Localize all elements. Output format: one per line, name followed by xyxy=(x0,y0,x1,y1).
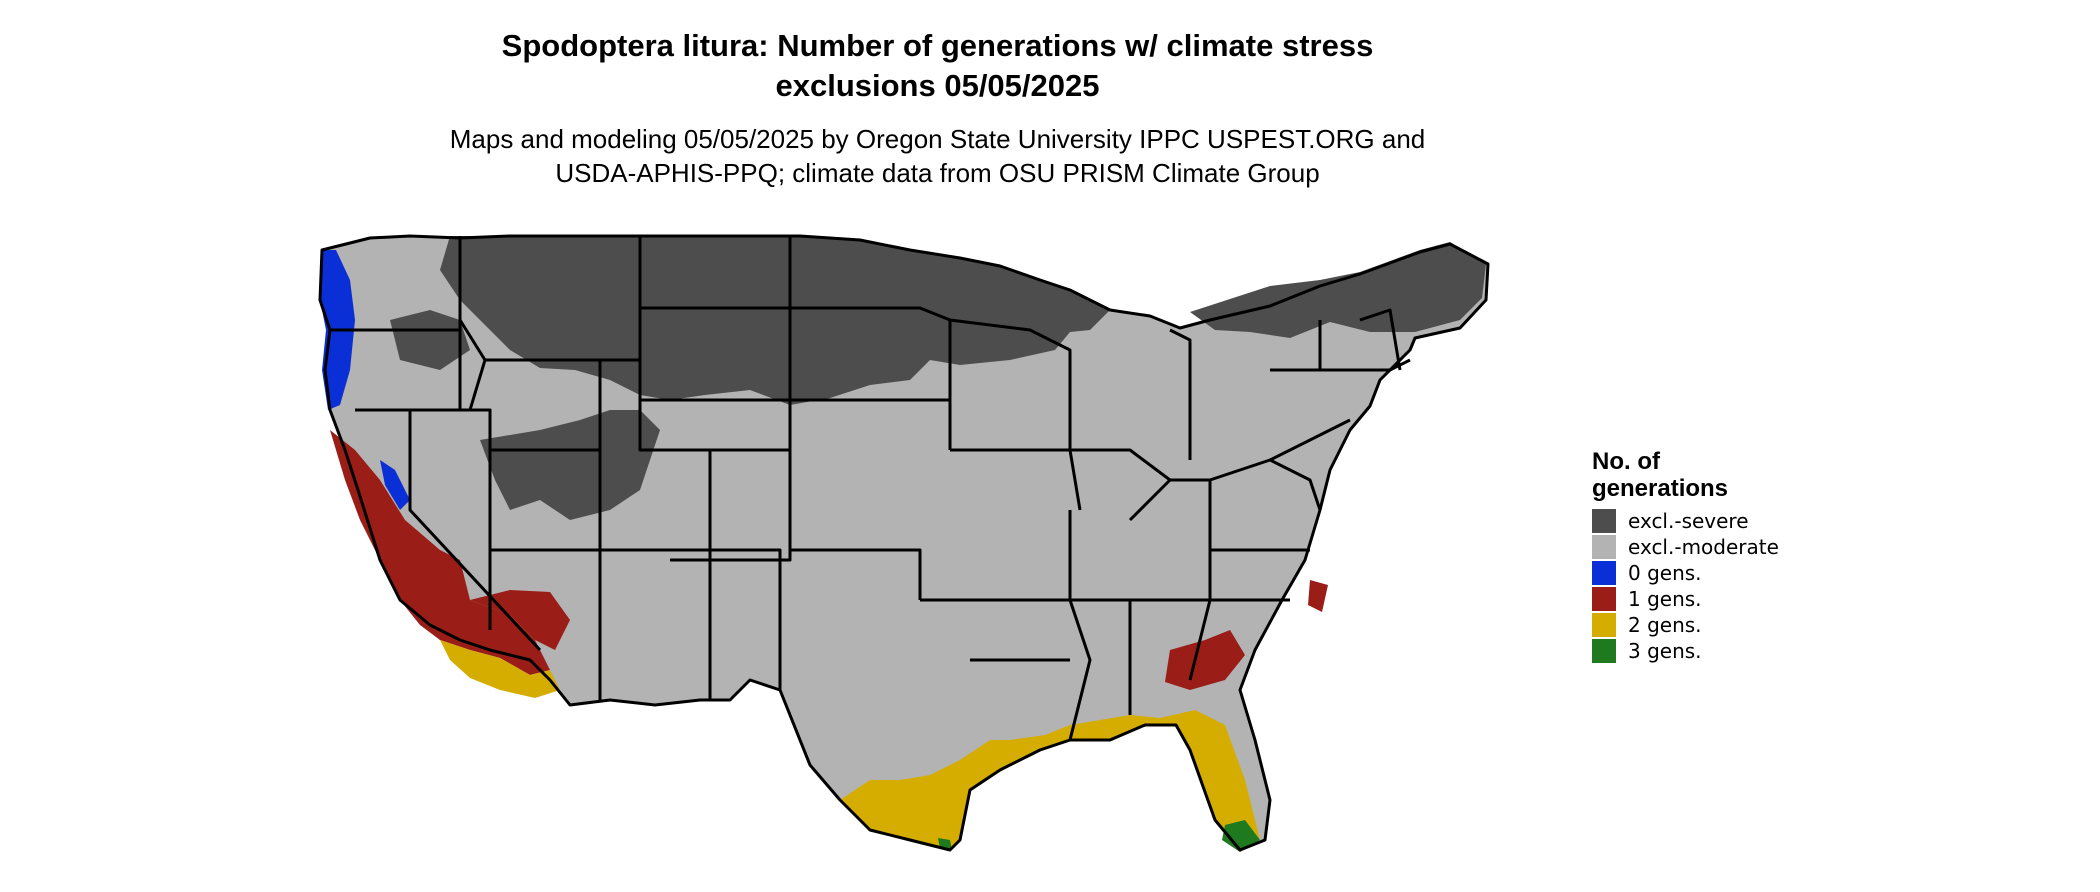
three-gens-florida xyxy=(1222,820,1260,852)
legend-label: 2 gens. xyxy=(1628,613,1702,637)
severe-rockies xyxy=(480,410,660,520)
legend-title: No. of generations xyxy=(1592,448,1779,502)
state-boundaries xyxy=(318,234,1490,852)
map-subtitle: Maps and modeling 05/05/2025 by Oregon S… xyxy=(0,122,1875,190)
severe-northeast xyxy=(1190,242,1486,338)
legend-item-0-gens: 0 gens. xyxy=(1592,560,1779,586)
legend-label: 1 gens. xyxy=(1628,587,1702,611)
legend-label: 3 gens. xyxy=(1628,639,1702,663)
one-gen-arizona xyxy=(470,590,570,650)
one-gen-southeast xyxy=(1165,630,1245,690)
conus-base xyxy=(320,236,1488,850)
legend-item-excl-moderate: excl.-moderate xyxy=(1592,534,1779,560)
subtitle-line-2: USDA-APHIS-PPQ; climate data from OSU PR… xyxy=(555,158,1320,188)
legend-swatch xyxy=(1592,535,1616,559)
zero-gens-sierra xyxy=(380,460,410,510)
legend: No. of generations excl.-severe excl.-mo… xyxy=(1592,448,1779,664)
legend-item-2-gens: 2 gens. xyxy=(1592,612,1779,638)
legend-item-1-gens: 1 gens. xyxy=(1592,586,1779,612)
severe-north-plains xyxy=(440,236,1110,405)
legend-item-3-gens: 3 gens. xyxy=(1592,638,1779,664)
legend-item-excl-severe: excl.-severe xyxy=(1592,508,1779,534)
us-generations-map xyxy=(318,234,1490,852)
legend-swatch xyxy=(1592,587,1616,611)
legend-label: excl.-moderate xyxy=(1628,535,1779,559)
map-title: Spodoptera litura: Number of generations… xyxy=(0,26,1875,106)
legend-swatch xyxy=(1592,639,1616,663)
subtitle-line-1: Maps and modeling 05/05/2025 by Oregon S… xyxy=(449,124,1426,154)
title-line-2: exclusions 05/05/2025 xyxy=(775,68,1100,103)
legend-title-line-2: generations xyxy=(1592,475,1729,502)
severe-oregon-patches xyxy=(390,310,470,370)
one-gen-california xyxy=(330,430,550,675)
legend-label: excl.-severe xyxy=(1628,509,1749,533)
legend-items: excl.-severe excl.-moderate 0 gens. 1 ge… xyxy=(1592,508,1779,664)
legend-title-line-1: No. of xyxy=(1592,448,1660,475)
title-line-1: Spodoptera litura: Number of generations… xyxy=(501,28,1374,63)
legend-swatch xyxy=(1592,509,1616,533)
legend-swatch xyxy=(1592,613,1616,637)
legend-swatch xyxy=(1592,561,1616,585)
two-gens-gulf xyxy=(840,710,1260,850)
one-gen-nc-coast xyxy=(1308,580,1328,612)
two-gens-desert xyxy=(440,640,560,698)
legend-label: 0 gens. xyxy=(1628,561,1702,585)
